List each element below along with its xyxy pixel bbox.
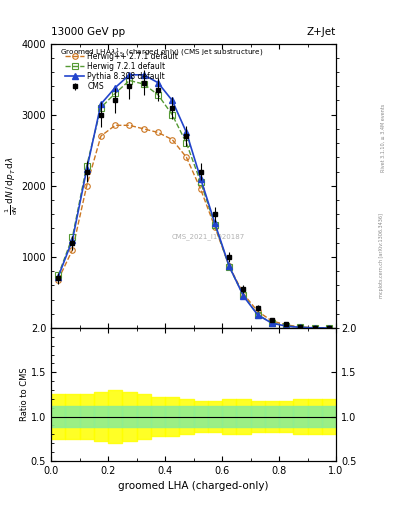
Herwig 7.2.1 default <box>312 325 317 331</box>
Herwig 7.2.1 default <box>56 272 61 279</box>
Pythia 8.308 default <box>227 263 231 269</box>
Text: Rivet 3.1.10, ≥ 3.4M events: Rivet 3.1.10, ≥ 3.4M events <box>381 104 386 173</box>
Pythia 8.308 default <box>113 84 118 91</box>
Pythia 8.308 default <box>327 325 331 331</box>
Pythia 8.308 default <box>127 72 132 78</box>
Herwig 7.2.1 default <box>156 92 160 98</box>
Pythia 8.308 default <box>70 237 75 243</box>
Herwig++ 2.7.1 default <box>56 276 61 283</box>
Herwig++ 2.7.1 default <box>84 183 89 189</box>
Herwig 7.2.1 default <box>241 292 246 298</box>
Pythia 8.308 default <box>213 220 217 226</box>
Herwig++ 2.7.1 default <box>213 224 217 230</box>
Text: CMS_2021_I1920187: CMS_2021_I1920187 <box>171 233 244 240</box>
Herwig 7.2.1 default <box>198 179 203 185</box>
Text: mcplots.cern.ch [arXiv:1306.3436]: mcplots.cern.ch [arXiv:1306.3436] <box>379 214 384 298</box>
Herwig++ 2.7.1 default <box>198 186 203 193</box>
Herwig++ 2.7.1 default <box>241 291 246 297</box>
Line: Herwig++ 2.7.1 default: Herwig++ 2.7.1 default <box>55 122 332 331</box>
Herwig 7.2.1 default <box>255 312 260 318</box>
Y-axis label: $\frac{1}{\mathrm{d}N}\,\mathrm{d}N\,/\,\mathrm{d}p_T\,\mathrm{d}\lambda$: $\frac{1}{\mathrm{d}N}\,\mathrm{d}N\,/\,… <box>4 156 20 215</box>
Text: Groomed LHA$\lambda^{1}_{0.5}$ (charged only) (CMS jet substructure): Groomed LHA$\lambda^{1}_{0.5}$ (charged … <box>60 47 263 60</box>
Line: Pythia 8.308 default: Pythia 8.308 default <box>55 72 332 331</box>
Text: 13000 GeV pp: 13000 GeV pp <box>51 27 125 37</box>
Herwig 7.2.1 default <box>113 90 118 96</box>
Herwig 7.2.1 default <box>284 323 288 329</box>
Pythia 8.308 default <box>198 176 203 182</box>
Line: Herwig 7.2.1 default: Herwig 7.2.1 default <box>55 78 332 331</box>
Herwig++ 2.7.1 default <box>127 122 132 129</box>
Herwig 7.2.1 default <box>270 320 274 326</box>
Herwig++ 2.7.1 default <box>312 325 317 331</box>
Herwig 7.2.1 default <box>141 81 146 87</box>
Pythia 8.308 default <box>284 323 288 329</box>
Herwig 7.2.1 default <box>184 140 189 146</box>
Herwig++ 2.7.1 default <box>284 322 288 328</box>
Herwig++ 2.7.1 default <box>70 247 75 253</box>
Pythia 8.308 default <box>56 274 61 280</box>
Herwig++ 2.7.1 default <box>99 133 103 139</box>
Herwig 7.2.1 default <box>213 222 217 228</box>
Herwig++ 2.7.1 default <box>298 324 303 330</box>
Herwig++ 2.7.1 default <box>327 325 331 331</box>
Pythia 8.308 default <box>312 325 317 331</box>
Herwig++ 2.7.1 default <box>184 154 189 160</box>
Herwig++ 2.7.1 default <box>113 122 118 129</box>
Y-axis label: Ratio to CMS: Ratio to CMS <box>20 368 29 421</box>
Pythia 8.308 default <box>170 97 174 103</box>
Pythia 8.308 default <box>156 79 160 86</box>
Herwig 7.2.1 default <box>70 234 75 240</box>
Pythia 8.308 default <box>255 312 260 318</box>
Pythia 8.308 default <box>298 324 303 330</box>
Herwig++ 2.7.1 default <box>227 263 231 269</box>
Herwig 7.2.1 default <box>84 163 89 169</box>
Herwig 7.2.1 default <box>227 264 231 270</box>
Herwig 7.2.1 default <box>127 77 132 83</box>
Pythia 8.308 default <box>84 166 89 173</box>
Pythia 8.308 default <box>241 293 246 299</box>
Pythia 8.308 default <box>99 101 103 107</box>
Herwig++ 2.7.1 default <box>270 318 274 324</box>
Herwig 7.2.1 default <box>99 104 103 111</box>
Herwig++ 2.7.1 default <box>141 126 146 132</box>
Pythia 8.308 default <box>184 130 189 136</box>
Pythia 8.308 default <box>270 320 274 326</box>
Herwig 7.2.1 default <box>170 112 174 118</box>
Herwig++ 2.7.1 default <box>156 130 160 136</box>
Herwig++ 2.7.1 default <box>255 308 260 314</box>
X-axis label: groomed LHA (charged-only): groomed LHA (charged-only) <box>118 481 269 491</box>
Herwig++ 2.7.1 default <box>170 137 174 143</box>
Herwig 7.2.1 default <box>327 325 331 331</box>
Legend: Herwig++ 2.7.1 default, Herwig 7.2.1 default, Pythia 8.308 default, CMS: Herwig++ 2.7.1 default, Herwig 7.2.1 def… <box>63 50 180 93</box>
Text: Z+Jet: Z+Jet <box>307 27 336 37</box>
Herwig 7.2.1 default <box>298 324 303 330</box>
Pythia 8.308 default <box>141 72 146 78</box>
